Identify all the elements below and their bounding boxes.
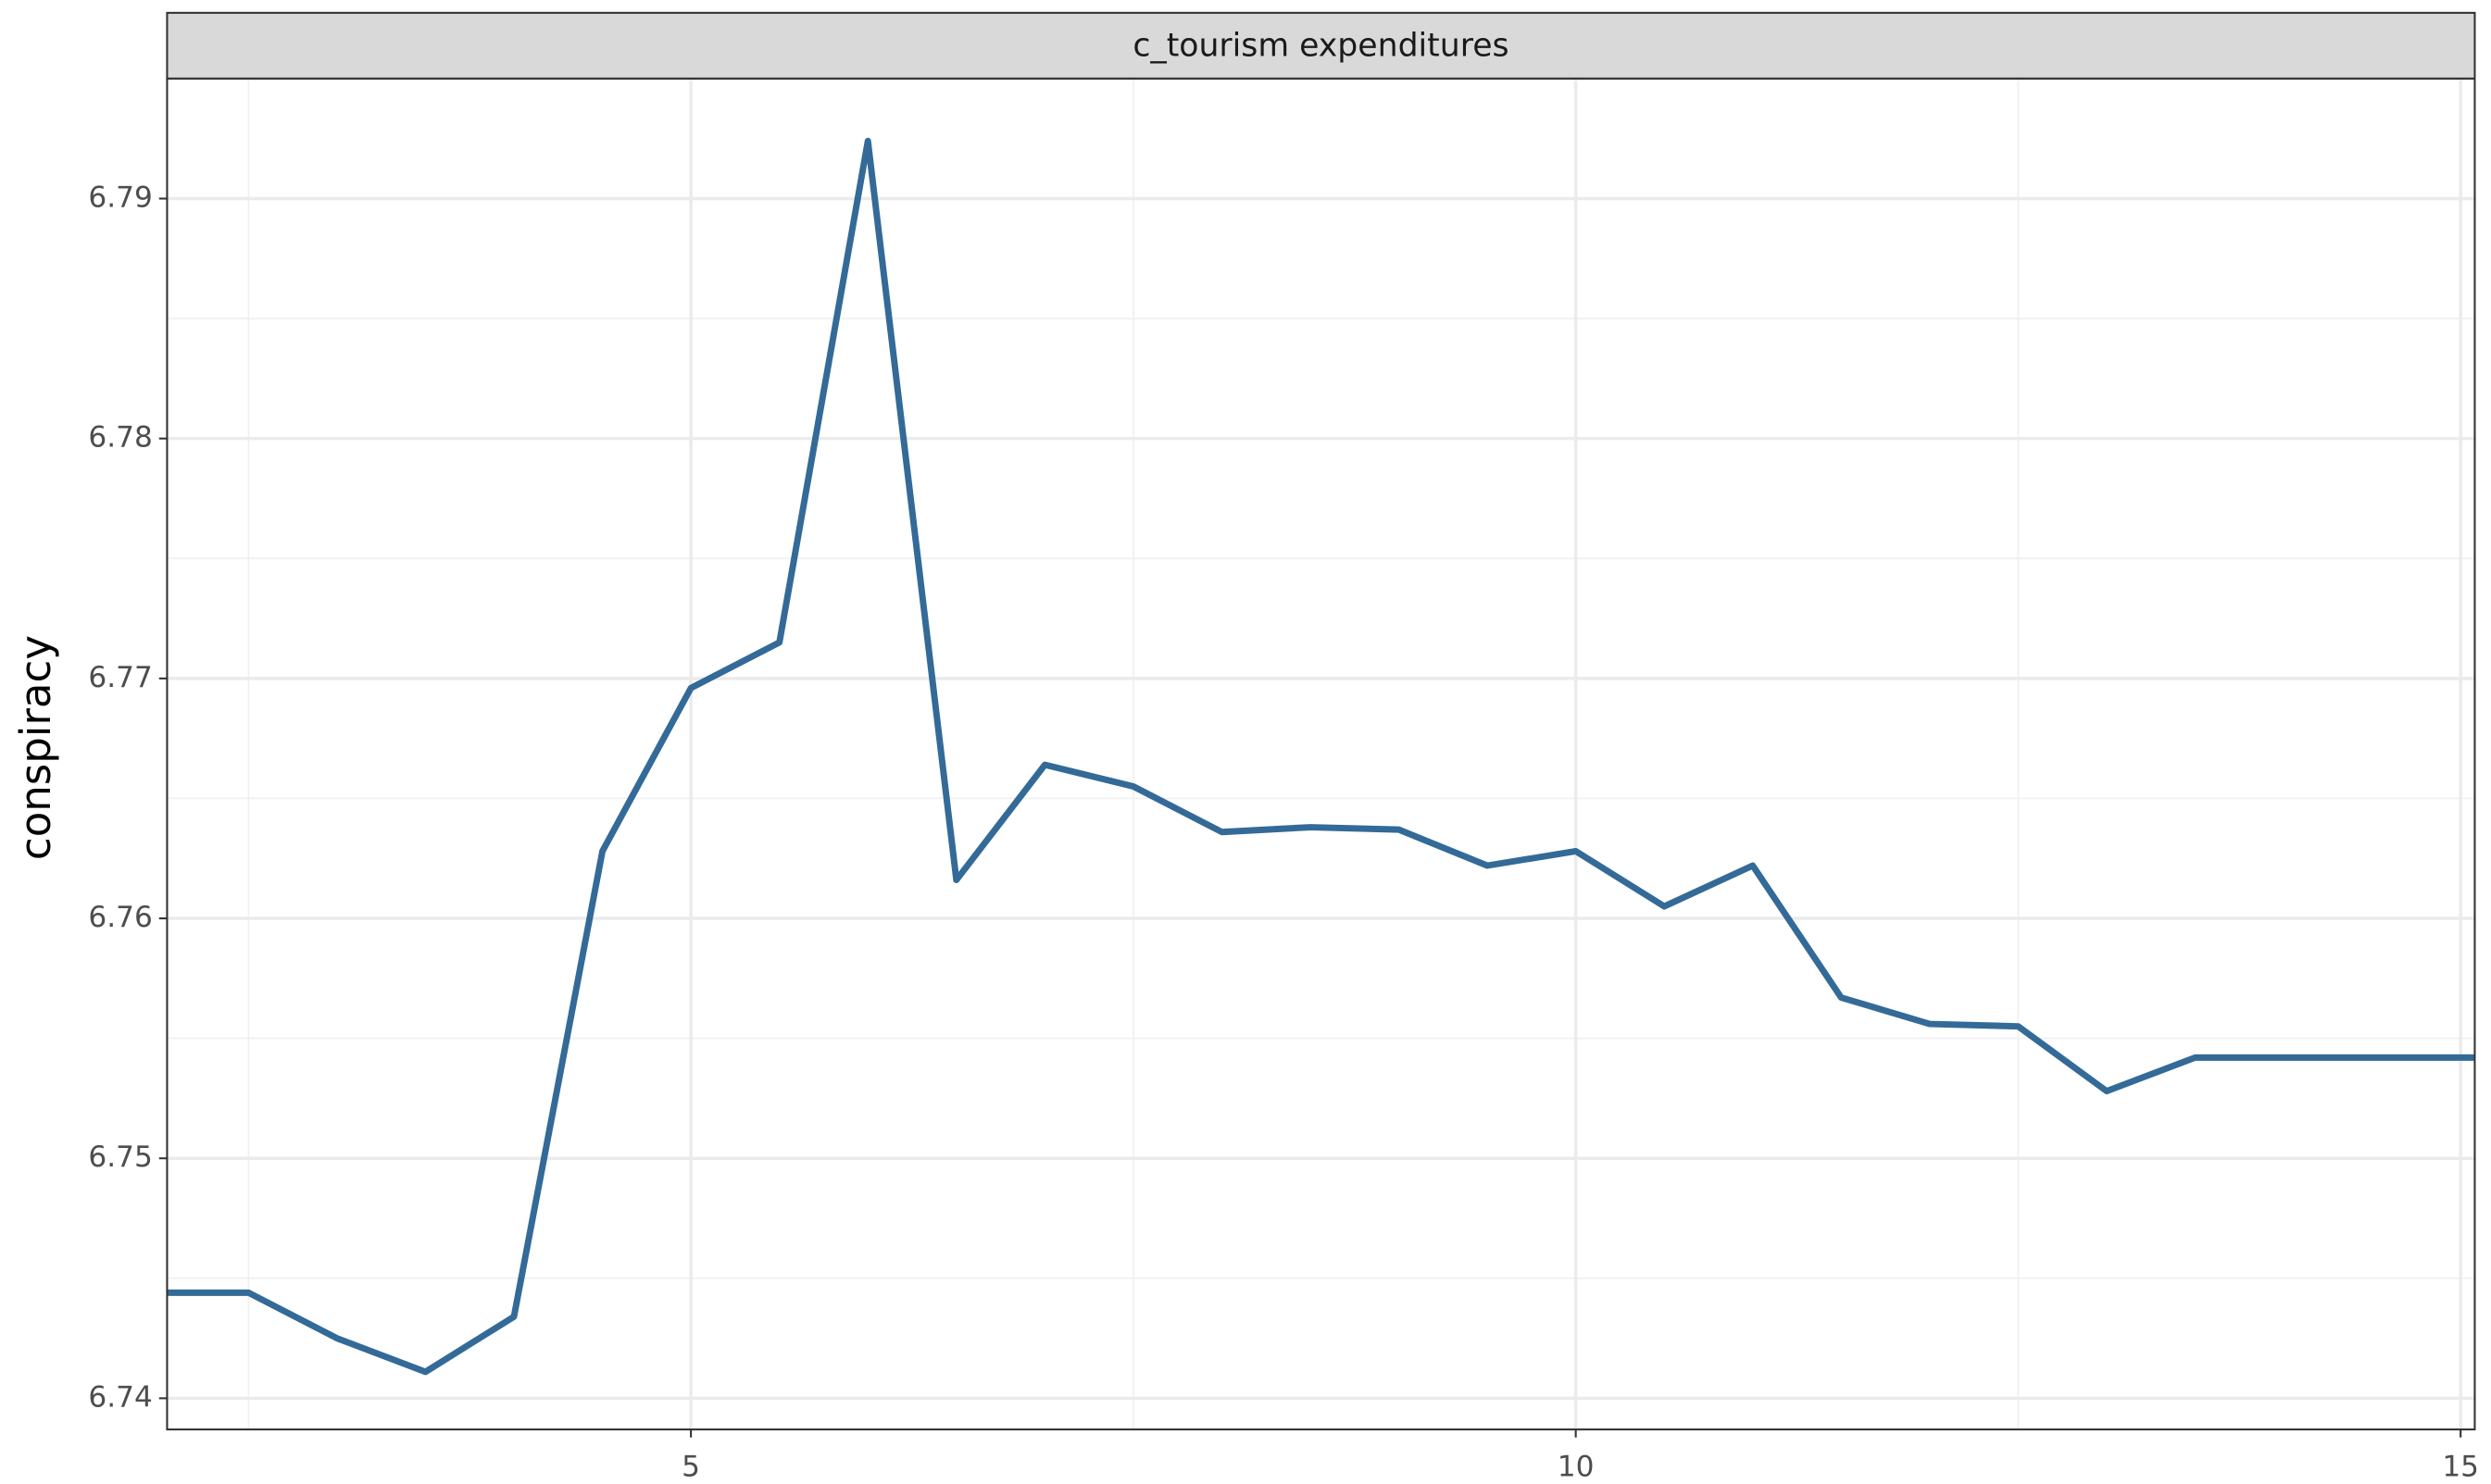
y-tick-label: 6.79 [88,181,152,215]
y-tick-label: 6.75 [88,1141,152,1174]
strip-title: c_tourism expenditures [1133,27,1508,64]
marks [167,137,2475,1376]
y-axis-title: conspiracy [11,635,60,860]
x-tick-label: 10 [1558,1451,1595,1484]
strip [166,11,2476,80]
y-tick-label: 6.78 [88,421,152,455]
panel-border [166,77,2476,1431]
axes: 6.74 6.75 6.76 6.77 6.78 6.79 5 10 15 [88,181,2479,1484]
panel [167,78,2475,1430]
x-tick-label: 15 [2442,1451,2479,1484]
y-tick-label: 6.77 [88,661,152,694]
line [167,137,2475,1376]
y-tick-label: 6.74 [88,1380,152,1414]
x-tick-label: 5 [682,1451,700,1484]
y-tick-label: 6.76 [88,901,152,934]
